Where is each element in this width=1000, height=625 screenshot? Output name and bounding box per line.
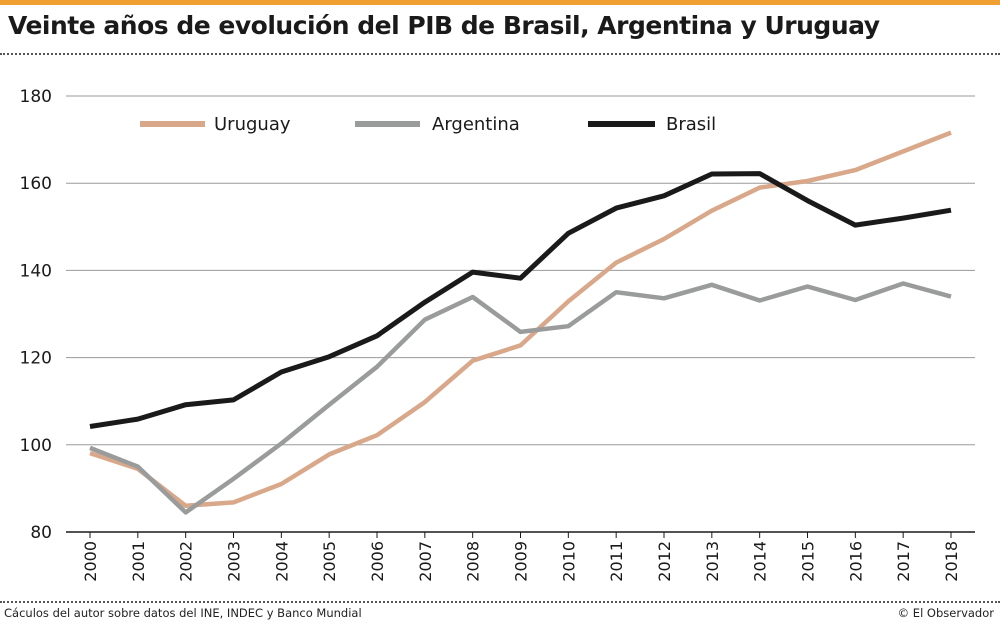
x-tick-label: 2016 [846,541,865,582]
chart-title: Veinte años de evolución del PIB de Bras… [8,11,880,40]
x-tick-label: 2000 [81,541,100,582]
x-tick-label: 2011 [607,541,626,582]
x-tick-label: 2015 [799,541,818,582]
x-tick-label: 2002 [177,541,196,582]
x-tick-label: 2014 [751,541,770,582]
legend-label-argentina: Argentina [432,114,520,135]
credit-note: © El Observador [897,606,994,620]
y-tick-label: 180 [20,87,52,107]
y-tick-label: 140 [20,261,52,281]
legend-label-brasil: Brasil [666,114,716,135]
x-tick-label: 2006 [368,541,387,582]
series-line-uruguay [89,130,952,509]
legend-label-uruguay: Uruguay [214,114,291,135]
x-tick-label: 2007 [416,541,435,582]
source-note: Cáculos del autor sobre datos del INE, I… [4,606,362,620]
x-tick-label: 2012 [655,541,674,582]
y-tick-label: 160 [20,174,52,194]
x-tick-label: 2004 [272,541,291,582]
x-axis-ticks: 2000 2001 2002 2003 2004 2005 2006 2007 2008 2009… [81,532,961,582]
x-tick-label: 2018 [942,541,961,582]
x-tick-label: 2009 [512,541,531,582]
x-tick-label: 2003 [225,541,244,582]
series-line-brasil [89,171,952,429]
y-tick-label: 120 [20,349,52,369]
x-tick-label: 2005 [320,541,339,582]
x-tick-label: 2013 [703,541,722,582]
top-accent-rule [0,0,1000,5]
x-tick-label: 2010 [559,541,578,582]
grid-lines [66,95,975,533]
x-tick-label: 2008 [464,541,483,582]
series-lines [89,130,952,515]
y-tick-label: 80 [30,523,52,543]
series-line-argentina [89,281,952,515]
title-divider [0,53,1000,55]
x-tick-label: 2017 [894,541,913,582]
footer-divider [0,601,1000,603]
y-axis-ticks: 80 100 120 140 160 180 [20,87,52,543]
legend: Uruguay Argentina Brasil [140,114,716,135]
x-tick-label: 2001 [129,541,148,582]
y-tick-label: 100 [20,436,52,456]
